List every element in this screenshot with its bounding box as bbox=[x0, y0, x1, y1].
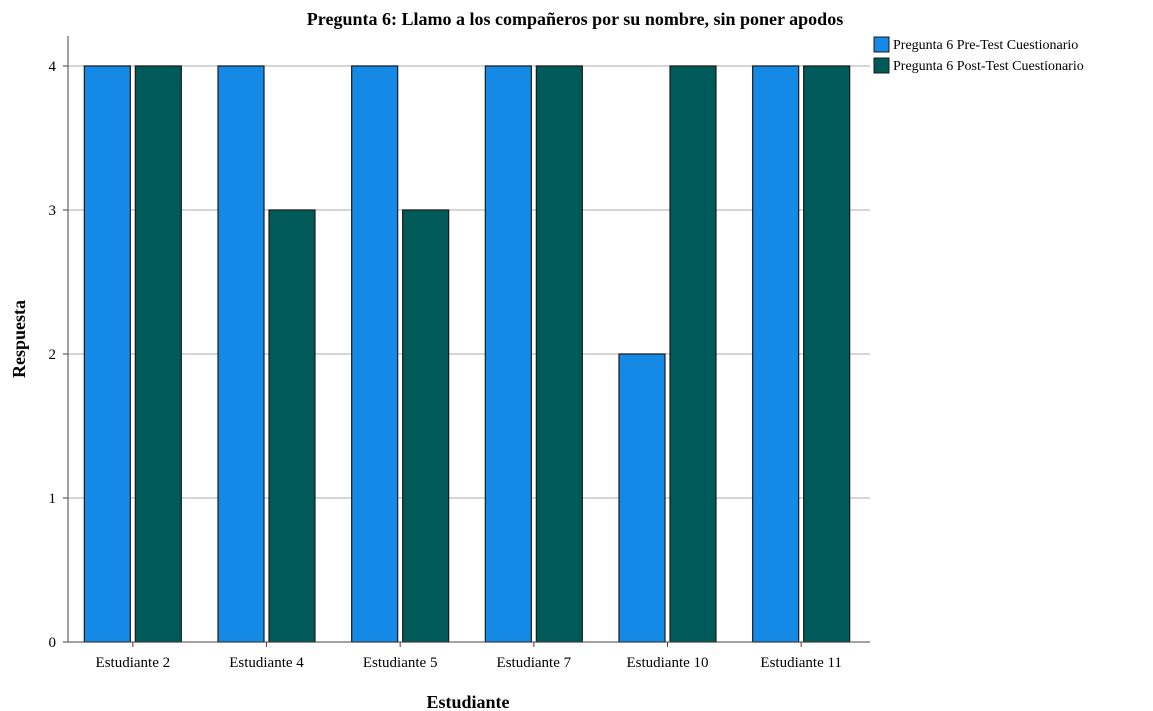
bar bbox=[669, 65, 717, 643]
x-tick-label: Estudiante 5 bbox=[363, 655, 438, 671]
legend-label: Pregunta 6 Pre-Test Cuestionario bbox=[893, 38, 1078, 53]
x-tick-label: Estudiante 7 bbox=[497, 655, 572, 671]
y-tick-label: 0 bbox=[49, 635, 57, 651]
bar bbox=[484, 65, 532, 643]
x-tick-labels: Estudiante 2 Estudiante 4 Estudiante 5 Estu… bbox=[96, 642, 842, 671]
bars bbox=[83, 65, 851, 643]
y-tick-label: 1 bbox=[49, 491, 57, 507]
axes bbox=[67, 36, 870, 643]
y-axis-title: Respuesta bbox=[9, 300, 29, 378]
bar bbox=[134, 65, 182, 643]
bar bbox=[752, 65, 800, 643]
gridlines bbox=[63, 65, 870, 643]
x-tick-label: Estudiante 4 bbox=[229, 655, 304, 671]
y-tick-labels: 0 1 2 3 4 bbox=[49, 59, 57, 651]
x-axis-title: Estudiante bbox=[426, 692, 509, 711]
y-tick-label: 3 bbox=[49, 203, 57, 219]
bar bbox=[803, 65, 851, 643]
legend-label: Pregunta 6 Post-Test Cuestionario bbox=[893, 59, 1084, 74]
x-tick-label: Estudiante 2 bbox=[96, 655, 171, 671]
bar bbox=[217, 65, 265, 643]
y-tick-label: 2 bbox=[49, 347, 57, 363]
bar bbox=[402, 209, 450, 643]
bar bbox=[351, 65, 399, 643]
bar bbox=[618, 353, 666, 643]
legend-swatch bbox=[873, 57, 890, 74]
legend-swatch bbox=[873, 36, 890, 53]
y-tick-label: 4 bbox=[49, 59, 57, 75]
bar bbox=[535, 65, 583, 643]
bar bbox=[268, 209, 316, 643]
x-tick-label: Estudiante 11 bbox=[760, 655, 842, 671]
legend: Pregunta 6 Pre-Test Cuestionario Pregunta… bbox=[873, 36, 1084, 74]
chart-title: Pregunta 6: Llamo a los compañeros por s… bbox=[307, 9, 843, 29]
bar bbox=[83, 65, 131, 643]
x-tick-label: Estudiante 10 bbox=[626, 655, 708, 671]
